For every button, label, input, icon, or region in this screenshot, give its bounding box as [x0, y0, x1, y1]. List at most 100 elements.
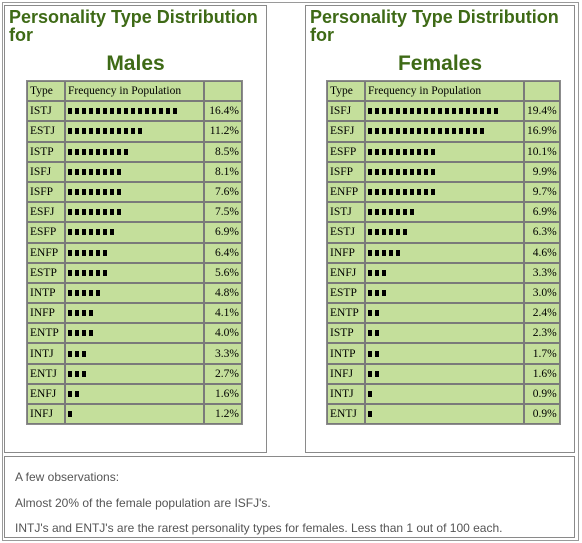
frequency-bar	[368, 344, 521, 362]
frequency-bar	[68, 163, 201, 181]
frequency-block	[424, 168, 428, 175]
frequency-block	[68, 229, 72, 236]
frequency-block	[431, 168, 435, 175]
frequency-block	[368, 249, 372, 256]
frequency-block	[403, 189, 407, 196]
frequency-block	[396, 128, 400, 135]
frequency-block	[96, 209, 100, 216]
frequency-block	[403, 128, 407, 135]
frequency-block	[103, 128, 107, 135]
frequency-block	[389, 128, 393, 135]
frequency-block	[368, 310, 372, 317]
frequency-block	[403, 148, 407, 155]
frequency-block	[124, 128, 128, 135]
type-cell: ESTJ	[327, 222, 365, 243]
frequency-block	[89, 289, 93, 296]
frequency-block	[410, 189, 414, 196]
frequency-bar	[368, 365, 521, 383]
frequency-block	[368, 411, 372, 418]
frequency-bar	[368, 203, 521, 221]
frequency-bar	[368, 183, 521, 201]
frequency-bar	[368, 223, 521, 241]
frequency-block	[417, 168, 421, 175]
frequency-block	[375, 370, 379, 377]
frequency-bar-cell	[65, 181, 204, 203]
table-row: ESFJ 7.5%	[27, 202, 242, 223]
type-cell: ENFJ	[27, 383, 65, 404]
frequency-block	[403, 229, 407, 236]
frequency-block	[424, 128, 428, 135]
frequency-bar-cell	[65, 383, 204, 404]
male-title-line2: for	[9, 25, 33, 45]
type-cell: ENTJ	[327, 404, 365, 425]
type-cell: ENTP	[27, 323, 65, 344]
frequency-block	[368, 108, 372, 115]
frequency-block	[159, 108, 163, 115]
table-row: INTP 1.7%	[327, 343, 560, 364]
frequency-block	[382, 209, 386, 216]
frequency-bar	[368, 284, 521, 302]
frequency-block	[117, 148, 121, 155]
observation-2: INTJ's and ENTJ's are the rarest persona…	[15, 521, 503, 535]
frequency-block	[382, 269, 386, 276]
frequency-block	[124, 148, 128, 155]
frequency-bar	[68, 365, 201, 383]
frequency-bar-cell	[365, 222, 524, 243]
frequency-block	[75, 148, 79, 155]
type-cell: ISFP	[27, 181, 65, 203]
frequency-block	[110, 148, 114, 155]
frequency-bar	[68, 264, 201, 282]
table-row: INTP 4.8%	[27, 282, 242, 304]
frequency-bar	[68, 344, 201, 362]
type-cell: INTJ	[327, 383, 365, 404]
frequency-block	[375, 269, 379, 276]
percent-cell: 6.9%	[204, 222, 242, 243]
frequency-block	[96, 229, 100, 236]
frequency-block	[152, 108, 156, 115]
type-cell: ISFJ	[27, 161, 65, 182]
frequency-block	[480, 108, 484, 115]
frequency-block	[131, 128, 135, 135]
frequency-block	[82, 269, 86, 276]
type-cell: INFJ	[27, 404, 65, 425]
frequency-block	[403, 168, 407, 175]
percent-cell: 10.1%	[524, 141, 560, 162]
frequency-block	[96, 249, 100, 256]
frequency-block	[82, 289, 86, 296]
type-cell: ENTJ	[27, 363, 65, 384]
male-table-header-row: Type Frequency in Population	[27, 81, 242, 102]
female-panel-subtitle: Females	[397, 52, 483, 75]
frequency-block	[103, 168, 107, 175]
frequency-bar	[68, 122, 201, 140]
table-row: ENFP 6.4%	[27, 242, 242, 263]
frequency-block	[417, 148, 421, 155]
frequency-block	[375, 189, 379, 196]
frequency-block	[75, 330, 79, 337]
frequency-bar-cell	[365, 161, 524, 182]
frequency-block	[96, 289, 100, 296]
frequency-bar	[68, 102, 201, 120]
type-cell: INFJ	[327, 363, 365, 384]
percent-cell: 4.8%	[204, 282, 242, 304]
frequency-block	[89, 209, 93, 216]
frequency-block	[445, 128, 449, 135]
type-cell: ESTJ	[27, 121, 65, 142]
frequency-bar	[68, 223, 201, 241]
frequency-block	[117, 189, 121, 196]
frequency-block	[96, 269, 100, 276]
frequency-block	[82, 128, 86, 135]
female-title-line2: for	[310, 25, 334, 45]
percent-column-header	[524, 81, 560, 102]
frequency-block	[396, 108, 400, 115]
frequency-bar-cell	[65, 101, 204, 122]
frequency-block	[382, 108, 386, 115]
frequency-block	[396, 189, 400, 196]
table-row: ISTJ 16.4%	[27, 101, 242, 122]
frequency-block	[396, 249, 400, 256]
female-table-body: Type Frequency in Population ISFJ 19.4% ESFJ…	[327, 81, 560, 425]
frequency-block	[375, 229, 379, 236]
frequency-block	[382, 148, 386, 155]
frequency-block	[89, 269, 93, 276]
percent-cell: 5.6%	[204, 262, 242, 283]
percent-cell: 2.3%	[524, 323, 560, 344]
